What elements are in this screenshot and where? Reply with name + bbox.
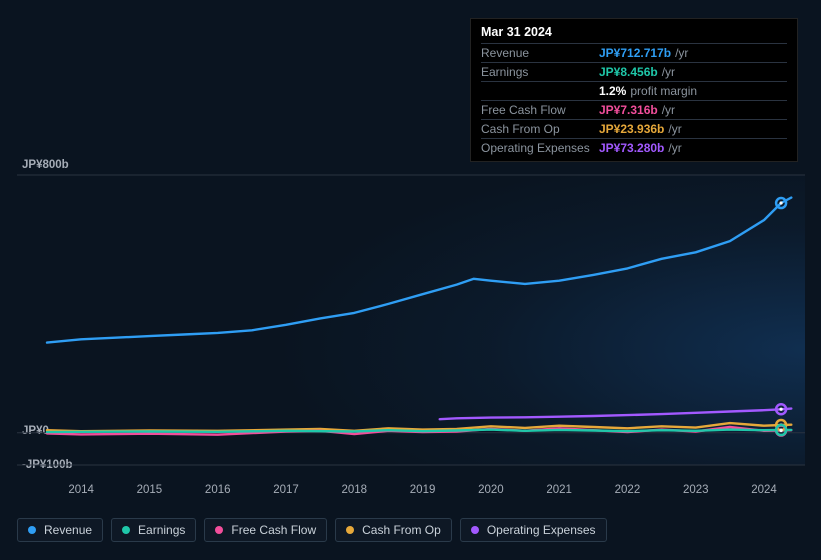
tooltip-value: JP¥712.717b bbox=[599, 46, 671, 60]
line-chart[interactable] bbox=[17, 155, 805, 480]
tooltip-suffix: /yr bbox=[662, 65, 675, 79]
x-tick-label: 2018 bbox=[342, 484, 368, 496]
tooltip-suffix: /yr bbox=[662, 103, 675, 117]
tooltip-row: EarningsJP¥8.456b/yr bbox=[481, 62, 787, 81]
legend-dot-icon bbox=[28, 526, 36, 534]
legend-dot-icon bbox=[346, 526, 354, 534]
tooltip-row: 1.2% profit margin bbox=[481, 81, 787, 100]
x-tick-label: 2020 bbox=[478, 484, 504, 496]
legend-label: Earnings bbox=[138, 523, 185, 537]
x-tick-label: 2017 bbox=[273, 484, 299, 496]
tooltip-date: Mar 31 2024 bbox=[481, 25, 787, 43]
tooltip-label: Free Cash Flow bbox=[481, 103, 599, 117]
tooltip-label: Earnings bbox=[481, 65, 599, 79]
legend-item-opex[interactable]: Operating Expenses bbox=[460, 518, 607, 542]
legend-dot-icon bbox=[215, 526, 223, 534]
tooltip-value: JP¥73.280b bbox=[599, 141, 664, 155]
tooltip-row: Operating ExpensesJP¥73.280b/yr bbox=[481, 138, 787, 157]
tooltip-row: RevenueJP¥712.717b/yr bbox=[481, 43, 787, 62]
legend-item-earnings[interactable]: Earnings bbox=[111, 518, 196, 542]
legend-dot-icon bbox=[122, 526, 130, 534]
tooltip-label: Revenue bbox=[481, 46, 599, 60]
x-tick-label: 2024 bbox=[751, 484, 777, 496]
tooltip-suffix: /yr bbox=[675, 46, 688, 60]
x-tick-label: 2016 bbox=[205, 484, 231, 496]
legend-label: Revenue bbox=[44, 523, 92, 537]
legend-item-cfo[interactable]: Cash From Op bbox=[335, 518, 452, 542]
x-tick-label: 2014 bbox=[68, 484, 94, 496]
x-tick-label: 2022 bbox=[615, 484, 641, 496]
tooltip-value: JP¥23.936b bbox=[599, 122, 664, 136]
tooltip-value: JP¥8.456b bbox=[599, 65, 658, 79]
tooltip-row: Cash From OpJP¥23.936b/yr bbox=[481, 119, 787, 138]
tooltip-suffix: /yr bbox=[668, 141, 681, 155]
tooltip-row: Free Cash FlowJP¥7.316b/yr bbox=[481, 100, 787, 119]
tooltip-value: JP¥7.316b bbox=[599, 103, 658, 117]
chart-container: Mar 31 2024 RevenueJP¥712.717b/yrEarning… bbox=[0, 0, 821, 560]
tooltip-suffix: profit margin bbox=[630, 84, 697, 98]
legend-item-fcf[interactable]: Free Cash Flow bbox=[204, 518, 327, 542]
chart-legend: Revenue Earnings Free Cash Flow Cash From O… bbox=[17, 518, 607, 542]
x-tick-label: 2023 bbox=[683, 484, 709, 496]
legend-label: Operating Expenses bbox=[487, 523, 596, 537]
x-tick-label: 2015 bbox=[137, 484, 163, 496]
tooltip-value: 1.2% bbox=[599, 84, 626, 98]
tooltip-suffix: /yr bbox=[668, 122, 681, 136]
legend-dot-icon bbox=[471, 526, 479, 534]
tooltip-label: Cash From Op bbox=[481, 122, 599, 136]
legend-label: Cash From Op bbox=[362, 523, 441, 537]
legend-label: Free Cash Flow bbox=[231, 523, 316, 537]
x-tick-label: 2019 bbox=[410, 484, 436, 496]
x-tick-label: 2021 bbox=[546, 484, 572, 496]
tooltip-label: Operating Expenses bbox=[481, 141, 599, 155]
legend-item-revenue[interactable]: Revenue bbox=[17, 518, 103, 542]
chart-tooltip: Mar 31 2024 RevenueJP¥712.717b/yrEarning… bbox=[470, 18, 798, 162]
